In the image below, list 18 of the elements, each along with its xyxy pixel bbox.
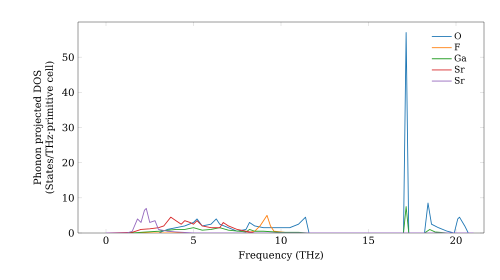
y-tick-label: 50 <box>62 53 74 61</box>
legend-label: Sr <box>454 66 465 73</box>
x-axis-title: Frequency (THz) <box>238 250 323 261</box>
legend-label: F <box>454 44 460 50</box>
x-tick-label: 5 <box>191 236 196 244</box>
y-tick-label: 20 <box>62 158 74 166</box>
x-tick-label: 15 <box>363 236 374 244</box>
y-axis-title: Phonon projected DOS (States/THz·primitive cell) <box>33 62 55 194</box>
y-tick-label: 40 <box>62 88 74 96</box>
x-tick-label: 10 <box>276 236 287 244</box>
legend-label: Sr <box>454 76 465 84</box>
y-tick-label: 0 <box>68 229 74 237</box>
y-tick-label: 10 <box>63 194 74 202</box>
x-tick-label: 20 <box>450 236 462 244</box>
y-tick-label: 30 <box>62 124 74 132</box>
legend-label: O <box>454 32 461 40</box>
x-tick-label: 0 <box>103 236 109 244</box>
legend-label: Ga <box>454 54 466 62</box>
